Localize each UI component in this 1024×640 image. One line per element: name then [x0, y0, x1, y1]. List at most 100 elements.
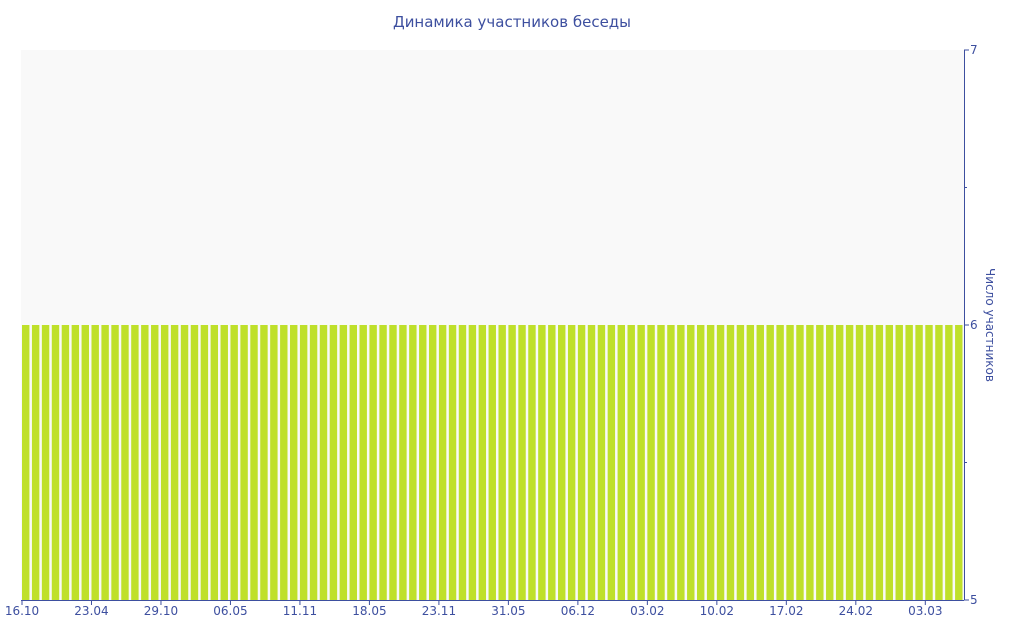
y-tick-label: 7 — [970, 43, 978, 57]
bar — [438, 325, 447, 600]
bar — [71, 325, 80, 600]
bar — [716, 325, 725, 600]
x-tick-label: 16.10 — [5, 604, 39, 618]
bar — [270, 325, 278, 600]
bar — [597, 325, 606, 600]
bar — [687, 325, 695, 600]
bar — [905, 325, 913, 600]
bar — [349, 325, 357, 600]
bar — [577, 325, 586, 600]
bar — [736, 325, 745, 600]
bar — [518, 325, 526, 600]
bar — [389, 325, 397, 600]
bar — [587, 325, 596, 600]
bar — [746, 325, 755, 600]
bar — [478, 325, 487, 600]
bar — [458, 325, 467, 600]
x-tick-label: 06.12 — [561, 604, 595, 618]
x-tick-label: 31.05 — [491, 604, 525, 618]
x-tick-label: 10.02 — [700, 604, 734, 618]
bar — [915, 325, 923, 600]
x-tick-label: 17.02 — [769, 604, 803, 618]
y-tick-label: 6 — [970, 318, 978, 332]
bar — [428, 325, 437, 600]
bar — [240, 325, 248, 600]
bar — [121, 325, 129, 600]
bar — [786, 325, 794, 600]
bar — [855, 325, 864, 600]
bar — [151, 325, 159, 600]
bar — [131, 325, 139, 600]
bar — [498, 325, 506, 600]
x-tick-label: 03.03 — [908, 604, 942, 618]
bar — [706, 325, 715, 600]
bar — [101, 325, 109, 600]
bar — [657, 325, 665, 600]
bar — [677, 325, 685, 600]
bar — [260, 325, 268, 600]
bar — [567, 325, 576, 600]
bar — [180, 325, 189, 600]
bar — [409, 325, 417, 600]
bar — [756, 325, 764, 600]
bar — [170, 325, 179, 600]
bar — [637, 325, 645, 600]
bar — [955, 325, 963, 600]
bar — [448, 325, 457, 600]
bar — [309, 325, 318, 600]
bar — [647, 325, 655, 600]
bar — [399, 325, 407, 600]
bar — [250, 325, 258, 600]
y-tick-label: 5 — [970, 593, 978, 607]
bar — [111, 325, 119, 600]
bar — [220, 325, 228, 600]
bar — [617, 325, 626, 600]
bar — [696, 325, 705, 600]
x-tick-label: 11.11 — [283, 604, 317, 618]
bar — [945, 325, 953, 600]
bar — [885, 325, 894, 600]
bar — [160, 325, 169, 600]
bar — [766, 325, 774, 600]
bar — [895, 325, 903, 600]
x-tick-label: 03.02 — [630, 604, 664, 618]
x-tick-label: 24.02 — [839, 604, 873, 618]
bar — [845, 325, 854, 600]
bar — [190, 325, 199, 600]
bar — [538, 325, 546, 600]
bar — [865, 325, 874, 600]
bar — [835, 325, 844, 600]
bar — [826, 325, 834, 600]
bar — [548, 325, 556, 600]
bar — [816, 325, 824, 600]
chart-title: Динамика участников беседы — [392, 13, 632, 31]
bar — [419, 325, 427, 600]
bar — [329, 325, 338, 600]
bar — [726, 325, 735, 600]
bar — [359, 325, 367, 600]
bar — [200, 325, 209, 600]
bar — [796, 325, 804, 600]
bar — [488, 325, 496, 600]
bar — [91, 325, 99, 600]
bar — [528, 325, 536, 600]
bar — [627, 325, 635, 600]
bar — [319, 325, 328, 600]
bar — [339, 325, 348, 600]
bar — [141, 325, 149, 600]
bar — [667, 325, 675, 600]
bar — [31, 325, 40, 600]
x-tick-label: 06.05 — [213, 604, 247, 618]
bar — [925, 325, 933, 600]
bar — [299, 325, 308, 600]
bar — [806, 325, 814, 600]
bar — [81, 325, 89, 600]
bar — [230, 325, 238, 600]
bar — [558, 325, 566, 600]
bar — [290, 325, 298, 600]
bar — [22, 325, 30, 600]
bar — [508, 325, 516, 600]
x-tick-label: 29.10 — [144, 604, 178, 618]
bar — [369, 325, 377, 600]
